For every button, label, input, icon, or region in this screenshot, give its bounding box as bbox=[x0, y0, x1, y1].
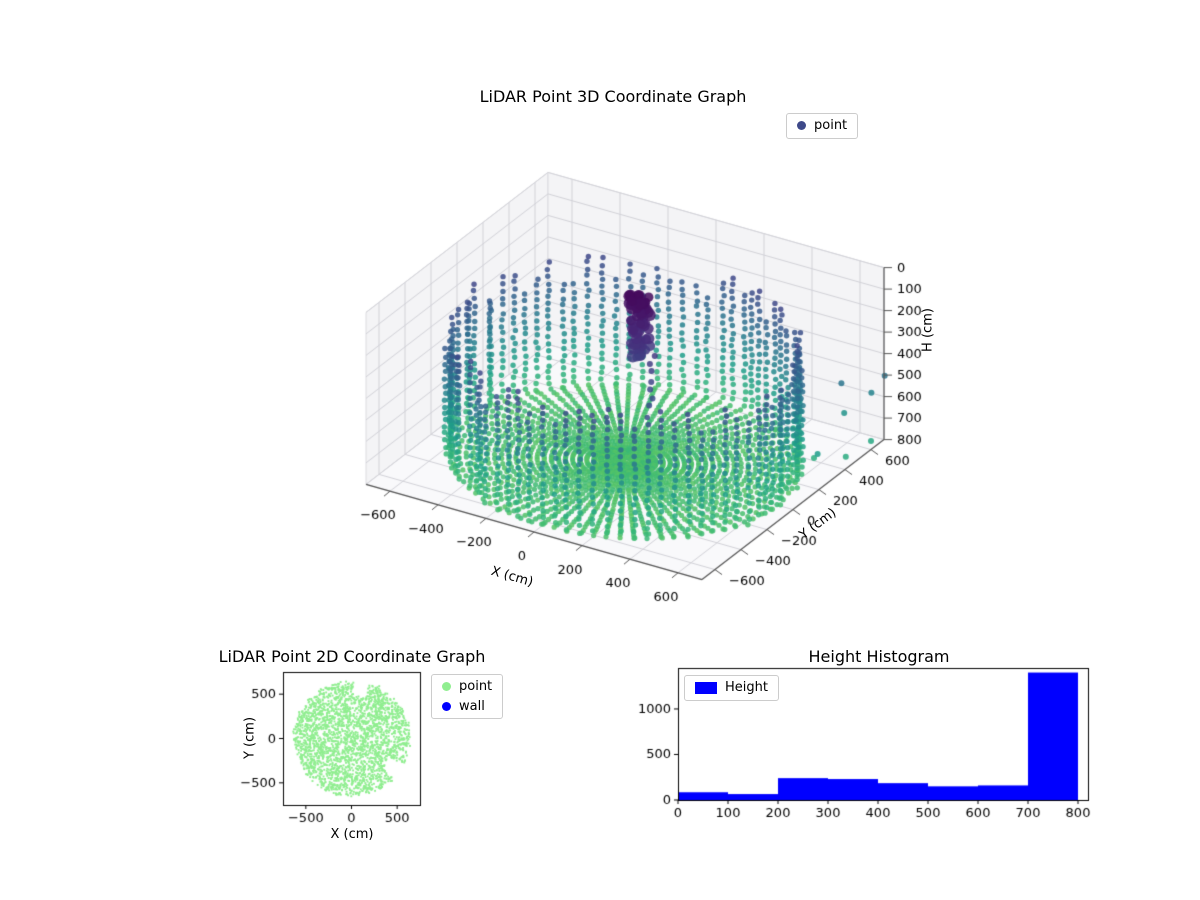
legend-row: point bbox=[797, 118, 847, 134]
legend-label: Height bbox=[725, 680, 768, 695]
hist-title: Height Histogram bbox=[808, 647, 950, 666]
legend-label: point bbox=[814, 118, 848, 133]
height-patch-icon bbox=[695, 681, 717, 694]
point-marker-icon bbox=[442, 682, 451, 692]
plot2d-xlabel: X (cm) bbox=[330, 827, 374, 842]
plot3d-zlabel: H (cm) bbox=[920, 308, 936, 352]
legend-label: point bbox=[459, 679, 493, 694]
wall-marker-icon bbox=[442, 701, 451, 711]
legend-2d: point wall bbox=[431, 674, 504, 720]
legend-hist: Height bbox=[684, 675, 779, 701]
legend-row: point bbox=[442, 679, 492, 695]
legend-row: Height bbox=[695, 680, 768, 696]
plot2d-title: LiDAR Point 2D Coordinate Graph bbox=[218, 647, 486, 666]
legend-label: wall bbox=[459, 698, 485, 714]
plot3d-title: LiDAR Point 3D Coordinate Graph bbox=[479, 87, 747, 106]
legend-3d: point bbox=[786, 113, 859, 139]
legend-row: wall bbox=[442, 699, 492, 715]
point-marker-icon bbox=[797, 121, 806, 131]
plot2d-ylabel: Y (cm) bbox=[242, 716, 258, 760]
